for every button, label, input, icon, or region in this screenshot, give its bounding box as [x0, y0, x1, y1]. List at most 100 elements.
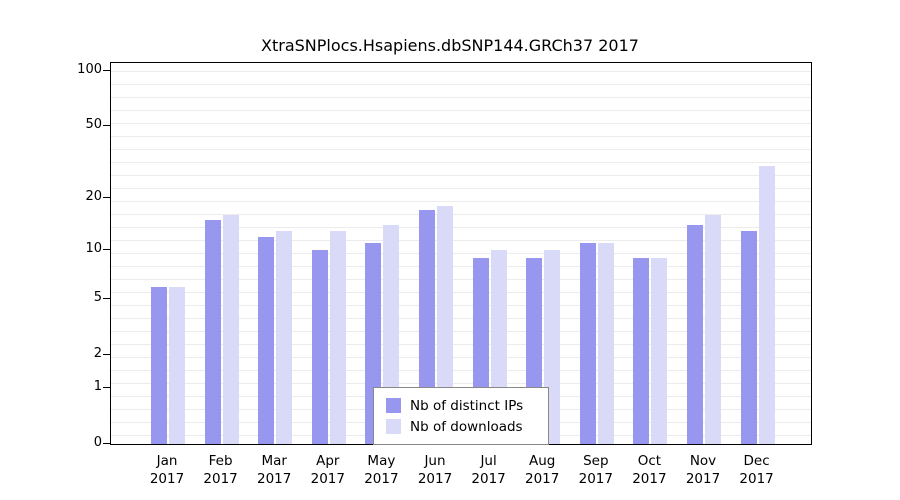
gridline	[111, 149, 811, 150]
bar-distinct-ips-oct	[633, 257, 650, 444]
x-axis-month: Jul	[480, 453, 497, 469]
bar-downloads-feb	[222, 215, 239, 444]
gridline	[111, 279, 811, 280]
legend-swatch-distinct-ips	[386, 398, 401, 413]
x-axis-year: 2017	[632, 471, 667, 488]
x-axis-year: 2017	[685, 471, 721, 488]
bar-distinct-ips-sep	[579, 243, 596, 444]
x-axis-year: 2017	[739, 471, 774, 488]
gridline	[111, 175, 811, 176]
y-axis-tick-label: 5	[93, 290, 102, 306]
y-axis-tick-label: 1	[93, 378, 102, 394]
x-axis-tick-label: Jul 2017	[459, 452, 519, 488]
x-axis-month: Aug	[529, 453, 556, 469]
gridline	[111, 292, 811, 293]
y-axis-tick-mark	[103, 70, 110, 71]
y-axis-tick-mark	[103, 386, 110, 388]
gridline	[111, 188, 811, 189]
gridline	[111, 84, 811, 85]
y-axis-tick-label: 10	[85, 241, 102, 257]
x-axis-month: Sep	[583, 453, 609, 469]
y-axis-tick-mark	[103, 443, 110, 444]
x-axis-month: Oct	[637, 453, 662, 469]
x-axis-year: 2017	[364, 471, 399, 488]
x-axis-month: Feb	[208, 453, 233, 469]
bar-distinct-ips-feb	[204, 219, 221, 444]
x-axis-year: 2017	[578, 471, 613, 488]
bar-distinct-ips-dec	[740, 230, 757, 444]
gridline	[111, 227, 811, 228]
x-axis-month: Nov	[689, 453, 717, 469]
bar-distinct-ips-jun	[419, 210, 435, 444]
x-axis-tick-label: Apr 2017	[298, 452, 358, 488]
x-axis-tick-label: Oct 2017	[619, 452, 679, 488]
gridline	[111, 240, 811, 241]
gridline	[111, 370, 811, 371]
x-axis-tick-label: May 2017	[351, 452, 411, 488]
y-axis-tick-mark	[103, 354, 110, 356]
x-axis-year: 2017	[471, 471, 506, 488]
y-axis-tick-label: 20	[85, 188, 102, 204]
legend-swatch-downloads	[386, 419, 401, 434]
gridline	[111, 97, 811, 98]
gridline	[111, 318, 811, 319]
x-axis-month: Dec	[743, 453, 770, 469]
x-axis-tick-label: Dec 2017	[727, 452, 787, 488]
legend: Nb of distinct IPs Nb of downloads	[373, 387, 549, 445]
gridline	[111, 305, 811, 306]
bar-downloads-jan	[169, 286, 185, 444]
x-axis-year: 2017	[310, 471, 345, 488]
legend-item-downloads: Nb of downloads	[386, 416, 538, 437]
x-axis-year: 2017	[525, 471, 560, 488]
gridline	[111, 201, 811, 202]
gridline	[111, 253, 811, 254]
bar-distinct-ips-nov	[687, 225, 703, 444]
gridline	[111, 344, 811, 345]
bar-distinct-ips-jan	[151, 286, 167, 444]
gridline	[111, 71, 811, 72]
bar-distinct-ips-mar	[258, 236, 275, 444]
bar-downloads-nov	[705, 215, 721, 444]
x-axis-year: 2017	[149, 471, 185, 488]
x-axis-tick-label: Jan 2017	[137, 452, 197, 488]
legend-label-distinct-ips: Nb of distinct IPs	[410, 397, 524, 414]
bar-downloads-jun	[437, 206, 453, 444]
gridline	[111, 383, 811, 384]
chart-title: XtraSNPlocs.Hsapiens.dbSNP144.GRCh37 201…	[261, 36, 639, 55]
gridline	[111, 214, 811, 215]
y-axis-tick-mark	[103, 125, 110, 127]
x-axis-month: Apr	[316, 453, 340, 469]
x-axis-month: May	[367, 453, 396, 469]
x-axis-month: Jan	[156, 453, 178, 469]
y-axis-tick-label: 100	[77, 62, 102, 77]
gridline	[111, 136, 811, 137]
x-axis-month: Mar	[261, 453, 287, 469]
plot-area: Nb of distinct IPs Nb of downloads	[110, 62, 812, 445]
bar-downloads-mar	[276, 230, 293, 444]
x-axis-year: 2017	[417, 471, 453, 488]
y-axis-tick-mark	[103, 196, 110, 198]
y-axis-tick-label: 50	[85, 117, 102, 133]
bar-downloads-sep	[597, 243, 614, 444]
x-axis-tick-label: Mar 2017	[244, 452, 304, 488]
gridline	[111, 110, 811, 111]
y-axis-tick-mark	[103, 298, 110, 300]
x-axis-tick-label: Jun 2017	[405, 452, 465, 488]
x-axis-tick-label: Sep 2017	[566, 452, 626, 488]
x-axis-year: 2017	[203, 471, 238, 488]
y-axis-tick-mark	[103, 249, 110, 251]
bar-downloads-apr	[329, 230, 346, 444]
x-axis-year: 2017	[257, 471, 292, 488]
x-axis-month: Jun	[424, 453, 446, 469]
x-axis-tick-label: Feb 2017	[191, 452, 251, 488]
y-axis-tick-label: 2	[93, 346, 102, 362]
bar-downloads-dec	[758, 166, 775, 444]
gridline	[111, 357, 811, 358]
legend-label-downloads: Nb of downloads	[410, 418, 523, 435]
gridline	[111, 266, 811, 267]
x-axis-tick-label: Nov 2017	[673, 452, 733, 488]
gridline	[111, 162, 811, 163]
y-axis-tick-label: 0	[93, 435, 102, 450]
gridline	[111, 123, 811, 124]
